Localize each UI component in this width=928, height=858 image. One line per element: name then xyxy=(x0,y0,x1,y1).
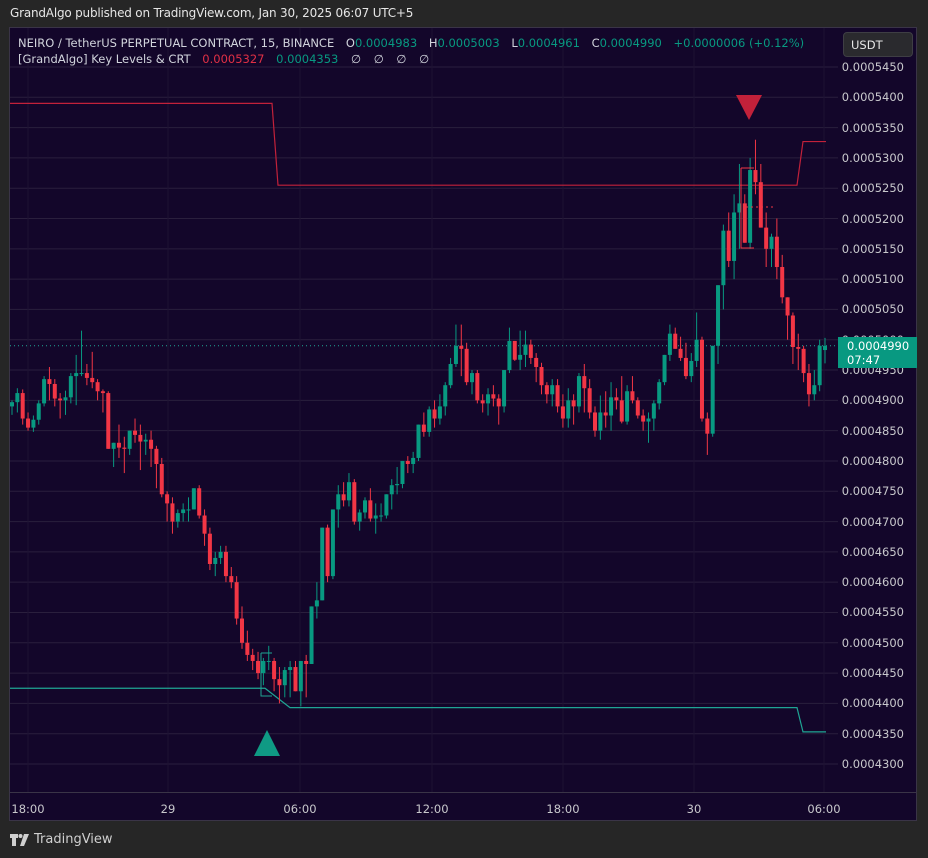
last-price-label: 0.0004990 07:47 xyxy=(838,337,917,368)
price-tick-label: 0.0004300 xyxy=(841,757,904,771)
legend-symbol-row[interactable]: NEIRO / TetherUS PERPETUAL CONTRACT, 15,… xyxy=(18,35,804,51)
indicator-na-value: ∅ xyxy=(396,52,407,66)
price-tick-label: 0.0005400 xyxy=(841,90,904,105)
change-value: +0.0000006 (+0.12%) xyxy=(673,36,805,50)
time-tick-label: 30 xyxy=(686,802,702,816)
indicator-name[interactable]: [GrandAlgo] Key Levels & CRT xyxy=(18,52,191,66)
price-tick-label: 0.0005100 xyxy=(841,272,904,287)
price-tick-label: 0.0005250 xyxy=(841,181,904,196)
price-tick-label: 0.0004850 xyxy=(841,423,904,438)
price-tick-label: 0.0005150 xyxy=(841,241,904,256)
time-tick-label: 29 xyxy=(160,802,176,816)
high-label: H xyxy=(428,36,438,50)
indicator-na-value: ∅ xyxy=(419,52,430,66)
last-price-value: 0.0004990 xyxy=(847,339,910,353)
legend-indicator-row[interactable]: [GrandAlgo] Key Levels & CRT 0.0005327 0… xyxy=(18,51,804,67)
open-label: O xyxy=(345,36,355,50)
price-tick-label: 0.0004650 xyxy=(841,544,904,559)
indicator-key-low-value: 0.0004353 xyxy=(276,52,339,66)
tradingview-logo-icon xyxy=(10,833,29,846)
bar-countdown: 07:47 xyxy=(847,353,881,367)
close-label: C xyxy=(591,36,600,50)
price-tick-label: 0.0004450 xyxy=(841,666,904,681)
price-scale[interactable]: 0.0005450 0.0005400 0.0005350 0.0005300 0.00… xyxy=(838,28,916,792)
high-value: 0.0005003 xyxy=(437,36,500,50)
indicator-na-value: ∅ xyxy=(373,52,384,66)
price-tick-label: 0.0005350 xyxy=(841,120,904,135)
time-tick-label: 06:00 xyxy=(283,802,317,816)
symbol-name[interactable]: NEIRO / TetherUS PERPETUAL CONTRACT, 15,… xyxy=(18,36,335,50)
time-scale[interactable] xyxy=(10,792,916,821)
indicator-na-value: ∅ xyxy=(351,52,362,66)
chart-legend: NEIRO / TetherUS PERPETUAL CONTRACT, 15,… xyxy=(18,35,804,67)
sell-signal-icon xyxy=(736,95,762,120)
price-tick-label: 0.0004900 xyxy=(841,393,904,408)
price-tick-label: 0.0005200 xyxy=(841,211,904,226)
price-tick-label: 0.0004550 xyxy=(841,605,904,620)
buy-signal-icon xyxy=(254,730,280,756)
chart-plot-area[interactable] xyxy=(10,28,838,792)
currency-button[interactable]: USDT xyxy=(843,32,913,57)
published-header: GrandAlgo published on TradingView.com, … xyxy=(10,6,414,20)
price-tick-label: 0.0004400 xyxy=(841,696,904,711)
price-tick-label: 0.0004700 xyxy=(841,514,904,529)
time-tick-label: 18:00 xyxy=(11,802,45,816)
time-tick-label: 18:00 xyxy=(546,802,580,816)
time-tick-label: 12:00 xyxy=(415,802,449,816)
price-tick-label: 0.0004600 xyxy=(841,575,904,590)
low-value: 0.0004961 xyxy=(517,36,580,50)
price-tick-label: 0.0005300 xyxy=(841,150,904,165)
tradingview-logo-text: TradingView xyxy=(34,832,113,847)
tradingview-logo[interactable]: TradingView xyxy=(10,832,113,847)
close-value: 0.0004990 xyxy=(599,36,662,50)
candlestick-chart[interactable] xyxy=(10,28,838,792)
indicator-key-high-value: 0.0005327 xyxy=(202,52,265,66)
open-value: 0.0004983 xyxy=(354,36,418,50)
price-tick-label: 0.0004800 xyxy=(841,453,904,468)
price-tick-label: 0.0005450 xyxy=(841,60,904,74)
time-tick-label: 06:00 xyxy=(807,802,841,816)
price-tick-label: 0.0004350 xyxy=(841,726,904,741)
price-tick-label: 0.0005050 xyxy=(841,302,904,317)
price-tick-label: 0.0004500 xyxy=(841,635,904,650)
price-tick-label: 0.0004750 xyxy=(841,484,904,499)
low-label: L xyxy=(511,36,518,50)
